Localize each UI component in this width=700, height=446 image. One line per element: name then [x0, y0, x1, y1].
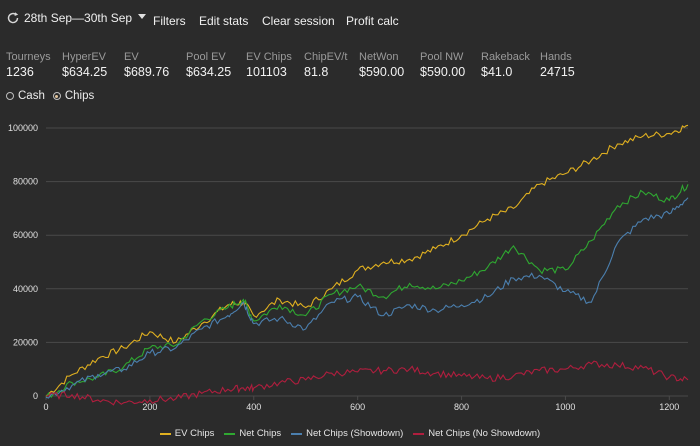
stat-label: Tourneys	[6, 51, 51, 63]
top-bar: 28th Sep—30th Sep Filters Edit stats Cle…	[0, 0, 700, 42]
legend-item[interactable]: Net Chips	[224, 428, 281, 439]
stat-ev-chips: EV Chips 101103	[246, 51, 292, 80]
stat-label: Pool NW	[420, 51, 464, 63]
series-line-net-chips-showdown	[45, 197, 689, 399]
y-tick-label: 40000	[13, 284, 38, 294]
y-tick-label: 100000	[8, 123, 38, 133]
stat-hands: Hands 24715	[540, 51, 575, 80]
chip-graph: 0 20000 40000 60000 80000 100000 0 200 400 600 800…	[8, 123, 689, 412]
stat-value: $41.0	[481, 65, 513, 79]
y-tick-label: 60000	[13, 230, 38, 240]
radio-cash-label: Cash	[18, 90, 45, 102]
legend-swatch	[224, 432, 236, 435]
radio-chips[interactable]: Chips	[52, 90, 95, 102]
legend-label: Net Chips	[239, 428, 282, 439]
profit-calc-button[interactable]: Profit calc	[346, 14, 399, 28]
stat-hyperev: HyperEV $634.25	[62, 51, 107, 80]
legend-swatch	[291, 432, 303, 435]
stat-value: 1236	[6, 65, 34, 79]
date-range-picker[interactable]: 28th Sep—30th Sep	[6, 11, 147, 25]
stat-pool-ev: Pool EV $634.25	[186, 51, 231, 80]
stat-value: $590.00	[420, 65, 466, 79]
radio-chips-indicator[interactable]	[52, 92, 61, 100]
stat-label: Pool EV	[186, 51, 226, 63]
stat-value: $634.25	[62, 65, 108, 79]
stat-value: 81.8	[304, 65, 329, 79]
x-tick-label: 200	[142, 402, 157, 412]
stat-label: Hands	[540, 51, 572, 63]
date-range-label: 28th Sep—30th Sep	[24, 11, 133, 25]
clear-session-button[interactable]: Clear session	[262, 14, 335, 28]
legend-label: Net Chips (No Showdown)	[428, 428, 541, 439]
x-tick-label: 600	[350, 402, 365, 412]
y-tick-label: 0	[33, 391, 38, 401]
chart-legend: EV Chips Net Chips Net Chips (Showdown) Net…	[0, 428, 700, 439]
filters-button[interactable]: Filters	[153, 14, 186, 28]
legend-item[interactable]: Net Chips (No Showdown)	[413, 428, 540, 439]
radio-cash-indicator[interactable]	[6, 92, 14, 100]
x-tick-label: 1000	[555, 402, 575, 412]
stat-label: EV	[124, 51, 139, 63]
radio-chips-label: Chips	[64, 90, 95, 102]
stat-pool-nw: Pool NW $590.00	[420, 51, 465, 80]
x-tick-label: 0	[43, 402, 48, 412]
y-tick-label: 20000	[13, 337, 38, 347]
stat-ev: EV $689.76	[124, 51, 169, 80]
radio-cash[interactable]: Cash	[6, 90, 45, 102]
stat-value: $689.76	[124, 65, 170, 79]
stat-rakeback: Rakeback $41.0	[481, 51, 530, 80]
legend-label: Net Chips (Showdown)	[306, 428, 404, 439]
series-line-net-chips-no-showdown	[45, 360, 689, 406]
stat-value: $634.25	[186, 65, 232, 79]
legend-swatch	[159, 432, 171, 435]
legend-label: EV Chips	[174, 428, 215, 439]
stat-label: ChipEV/t	[304, 51, 348, 63]
stat-value: 24715	[540, 65, 575, 79]
stat-label: EV Chips	[246, 51, 292, 63]
stat-label: Rakeback	[481, 51, 530, 63]
legend-item[interactable]: Net Chips (Showdown)	[291, 428, 403, 439]
stat-tourneys: Tourneys 1236	[6, 51, 51, 80]
mode-radio-group: Cash Chips	[6, 90, 102, 102]
legend-item[interactable]: EV Chips	[159, 428, 215, 439]
stat-label: NetWon	[359, 51, 399, 63]
series-line-ev-chips	[45, 124, 689, 397]
stats-bar: Tourneys 1236 HyperEV $634.25 EV $689.76…	[0, 51, 700, 81]
stat-value: $590.00	[359, 65, 405, 79]
y-tick-label: 80000	[13, 177, 38, 187]
chevron-down-icon	[138, 14, 147, 19]
series-line-net-chips	[45, 183, 689, 399]
stat-netwon: NetWon $590.00	[359, 51, 404, 80]
x-tick-label: 400	[246, 402, 261, 412]
x-tick-label: 800	[454, 402, 469, 412]
legend-swatch	[413, 432, 425, 435]
stat-label: HyperEV	[62, 51, 107, 63]
refresh-icon[interactable]	[6, 11, 20, 25]
x-tick-label: 1200	[659, 402, 679, 412]
edit-stats-button[interactable]: Edit stats	[199, 14, 249, 28]
stat-chipev-per-t: ChipEV/t 81.8	[304, 51, 347, 80]
stat-value: 101103	[246, 65, 287, 79]
